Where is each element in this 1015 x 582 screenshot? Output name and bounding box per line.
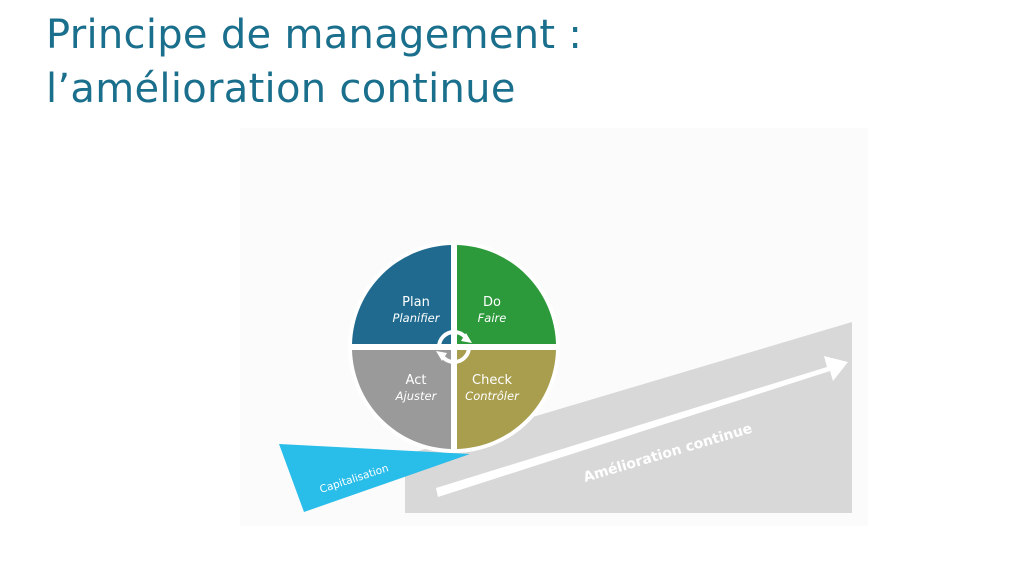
check-label: Check [472, 373, 512, 388]
quadrant-check [457, 350, 556, 449]
act-label: Act [406, 373, 427, 388]
quadrant-do [457, 245, 556, 344]
plan-sublabel: Planifier [393, 311, 441, 325]
quadrant-act [352, 350, 451, 449]
act-sublabel: Ajuster [395, 389, 438, 403]
do-label: Do [483, 295, 501, 310]
cycle-arrows-icon [436, 330, 472, 364]
plan-label: Plan [402, 295, 430, 310]
pdca-wheel: Plan Planifier Do Faire Act Ajuster Chec… [348, 241, 560, 453]
ramp-arrow-icon [436, 356, 848, 497]
page-title: Principe de management : l’amélioration … [46, 8, 582, 116]
page-title-line-2: l’amélioration continue [46, 66, 516, 112]
capitalisation-wedge [279, 444, 470, 512]
do-sublabel: Faire [478, 311, 507, 325]
page-title-line-1: Principe de management : [46, 12, 583, 58]
quadrant-plan [352, 245, 451, 344]
check-sublabel: Contrôler [465, 389, 520, 403]
